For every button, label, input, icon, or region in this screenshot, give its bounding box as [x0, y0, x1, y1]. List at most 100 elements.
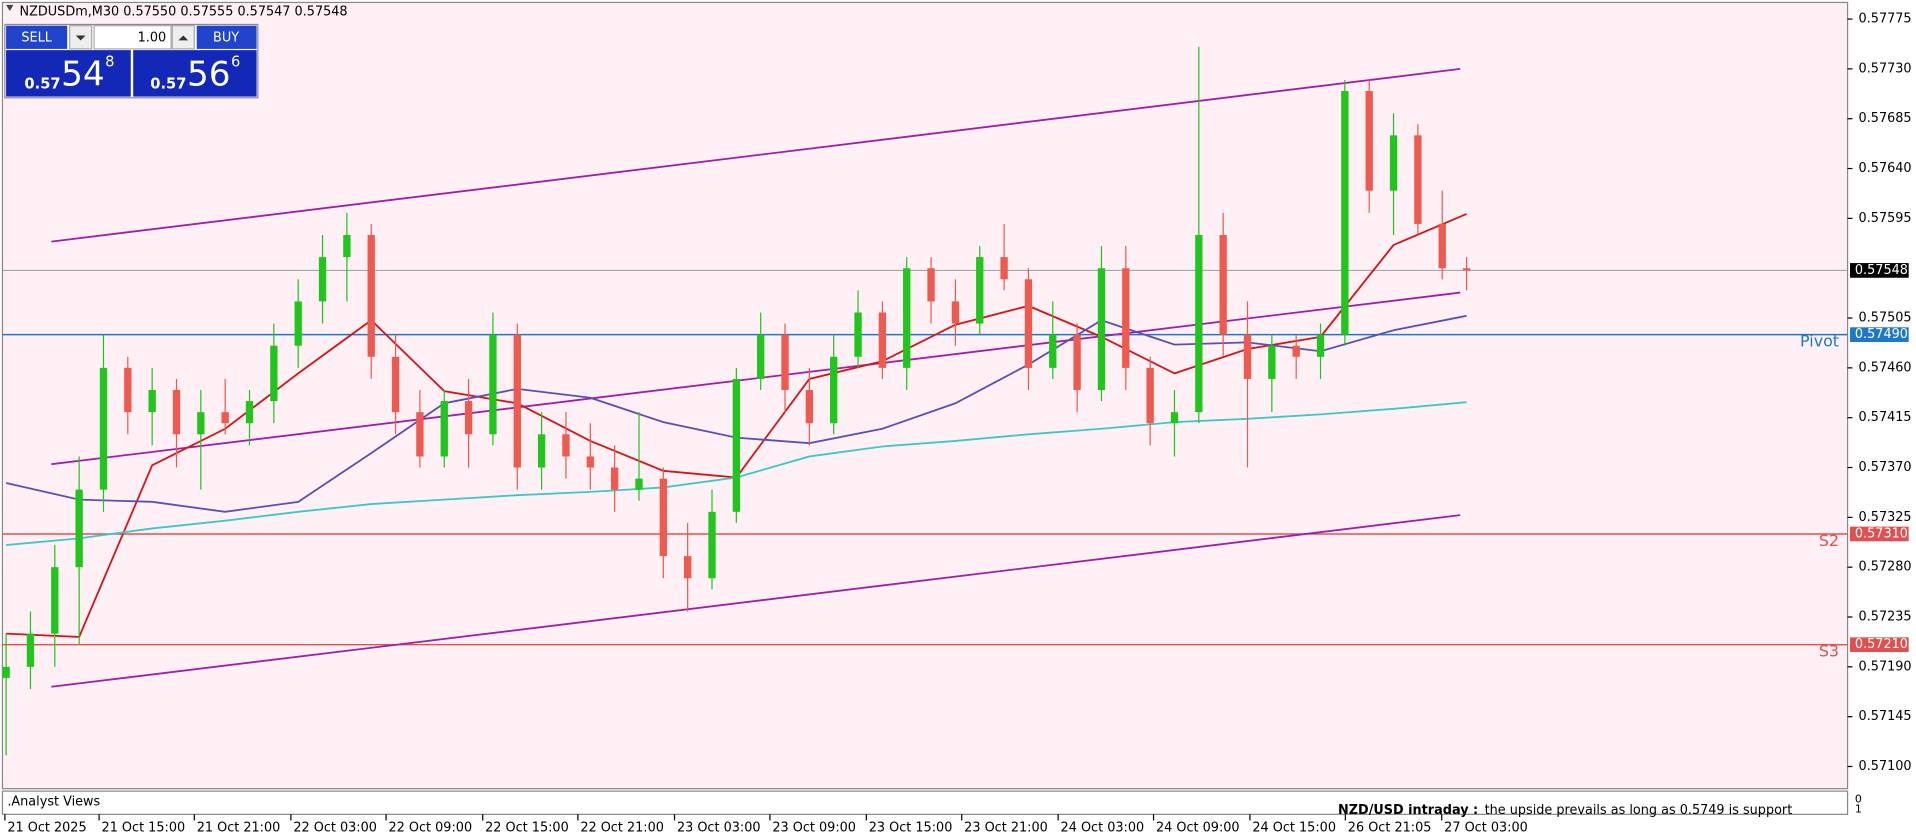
candle-body	[562, 434, 570, 457]
x-tick-label: 22 Oct 15:00	[485, 820, 569, 835]
y-tick-label: 0.57325	[1859, 510, 1912, 525]
candle-body	[51, 567, 59, 634]
y-tick-label: 0.57595	[1859, 211, 1912, 226]
current-price-tag	[1850, 263, 1909, 278]
candle-body	[294, 301, 302, 346]
candle-body	[1462, 268, 1471, 271]
candle-body	[610, 467, 619, 490]
panel-title: .Analyst Views	[7, 795, 100, 810]
y-tick-label: 0.57685	[1859, 111, 1912, 126]
y-tick-label: 0.57370	[1859, 460, 1912, 475]
sell-label[interactable]: SELL	[21, 30, 52, 45]
candle-body	[245, 401, 254, 424]
x-tick-label: 21 Oct 15:00	[102, 820, 186, 835]
candle-body	[903, 268, 911, 368]
candle-body	[343, 234, 351, 258]
x-tick-label: 23 Oct 21:00	[964, 820, 1048, 835]
candle-body	[1000, 257, 1008, 280]
y-tick-label: 0.57145	[1859, 709, 1912, 724]
candle-body	[1170, 412, 1179, 424]
x-tick-label: 23 Oct 15:00	[869, 820, 953, 835]
candle-body	[1219, 234, 1227, 335]
buy-price-box[interactable]	[133, 50, 257, 97]
x-tick-label: 22 Oct 09:00	[389, 820, 473, 835]
candle-body	[1243, 334, 1252, 379]
level-tag	[1850, 526, 1909, 542]
candle-body	[708, 511, 716, 579]
candle-body	[124, 367, 132, 413]
candle-body	[1389, 135, 1398, 191]
candle-body	[1024, 279, 1033, 368]
candle-body	[659, 478, 667, 557]
panel-scale-top: 0	[1855, 793, 1862, 806]
candle-body	[75, 489, 83, 568]
sell-price-pips: 54	[61, 54, 105, 94]
candle-body	[197, 412, 205, 435]
panel-heading: NZD/USD intraday :	[1338, 803, 1478, 818]
chart-title: NZDUSDm,M30 0.57550 0.57555 0.57547 0.57…	[20, 5, 348, 20]
level-tag	[1850, 327, 1909, 342]
lot-value[interactable]: 1.00	[138, 30, 167, 45]
candle-body	[367, 234, 375, 357]
candle-body	[732, 378, 741, 512]
up-arrow	[178, 35, 189, 41]
x-tick-label: 23 Oct 03:00	[677, 820, 761, 835]
x-tick-label: 24 Oct 03:00	[1061, 820, 1145, 835]
candle-body	[878, 312, 887, 368]
candle-body	[416, 412, 424, 457]
current-price-label: 0.57548	[1855, 263, 1908, 278]
candle-body	[927, 268, 935, 302]
candle-body	[586, 456, 594, 468]
sell-button[interactable]	[6, 25, 68, 49]
level-name: S3	[1819, 642, 1839, 661]
candle-body	[854, 312, 862, 357]
panel-text: the upside prevails as long as 0.5749 is…	[1485, 803, 1793, 818]
y-tick-label: 0.57640	[1859, 161, 1912, 176]
level-tag-label: 0.57310	[1855, 526, 1908, 541]
x-tick-label: 24 Oct 15:00	[1252, 820, 1336, 835]
candle-body	[1195, 234, 1203, 413]
candle-body	[464, 401, 473, 435]
candle-body	[1097, 268, 1106, 391]
panel-scale-bottom: 1	[1855, 802, 1862, 815]
y-tick-label: 0.57190	[1859, 659, 1912, 674]
level-name: Pivot	[1800, 331, 1839, 350]
sell-price-frac: 8	[105, 53, 114, 70]
candle-body	[1438, 223, 1446, 269]
candle-body	[318, 257, 327, 302]
y-tick-label: 0.57100	[1859, 759, 1912, 774]
x-tick-label: 26 Oct 21:05	[1348, 820, 1432, 835]
candle-body	[99, 367, 108, 490]
x-tick-label: 23 Oct 09:00	[772, 820, 856, 835]
sell-price-big: 0.57	[24, 75, 60, 92]
candle-body	[1341, 91, 1349, 335]
candle-body	[148, 390, 156, 413]
plot-area	[1, 1, 1849, 790]
candle-body	[1049, 334, 1057, 368]
candle-body	[391, 356, 400, 413]
candle-body	[489, 334, 497, 435]
candle-body	[976, 257, 984, 324]
x-tick-label: 22 Oct 21:00	[580, 820, 664, 835]
buy-price-pips: 56	[187, 54, 231, 94]
x-tick-label: 24 Oct 09:00	[1156, 820, 1240, 835]
trade-panel: SELL 1.00 BUY 0.57 54 8 0.57 56 6	[4, 23, 259, 99]
candle-body	[172, 390, 181, 435]
buy-label[interactable]: BUY	[213, 30, 239, 45]
sell-price-box[interactable]	[6, 50, 131, 97]
lot-input[interactable]	[93, 25, 172, 50]
level-tag	[1850, 637, 1909, 653]
candle-body	[1292, 345, 1300, 357]
candle-body	[221, 412, 229, 424]
level-tag-label: 0.57490	[1855, 327, 1908, 342]
buy-price-frac: 6	[231, 53, 240, 70]
indicator-panel	[1, 790, 1849, 815]
symbol-icon	[6, 4, 14, 12]
candle-body	[1122, 268, 1130, 368]
buy-button[interactable]	[196, 25, 257, 49]
y-tick-label: 0.57730	[1859, 61, 1912, 76]
candle-body	[270, 345, 278, 402]
candle-body	[757, 334, 765, 379]
